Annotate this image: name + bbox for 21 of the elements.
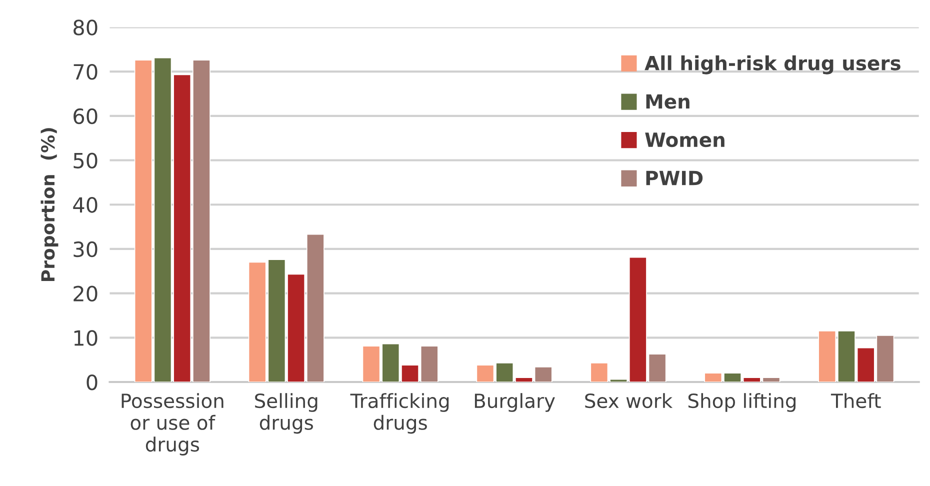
legend-label: Men — [646, 94, 690, 109]
y-tick-label: 10 — [74, 330, 98, 346]
x-tick-label: Possession or use of drugs — [122, 393, 224, 456]
y-tick-label: 80 — [74, 20, 98, 36]
x-tick-label: Trafficking drugs — [350, 393, 449, 434]
y-tick-label: 20 — [74, 286, 98, 302]
x-tick-label: Shop lifting — [688, 393, 796, 412]
y-axis-title: Proportion (%) — [40, 128, 58, 281]
y-tick-label: 30 — [74, 241, 98, 258]
legend-label: Women — [645, 132, 724, 148]
y-tick-label: 60 — [74, 108, 98, 124]
x-tick-label: Burglary — [474, 393, 555, 412]
y-tick-label: 0 — [86, 374, 98, 390]
x-tick-label: Sex work — [585, 393, 673, 408]
x-tick-label: Theft — [830, 393, 881, 408]
y-tick-label: 50 — [74, 152, 98, 168]
y-tick-label: 40 — [73, 197, 98, 213]
x-tick-label: Selling drugs — [255, 393, 318, 434]
y-tick-label: 70 — [74, 64, 98, 80]
legend-label: PWID — [646, 170, 703, 186]
legend-label: All high-risk drug users — [644, 55, 900, 74]
